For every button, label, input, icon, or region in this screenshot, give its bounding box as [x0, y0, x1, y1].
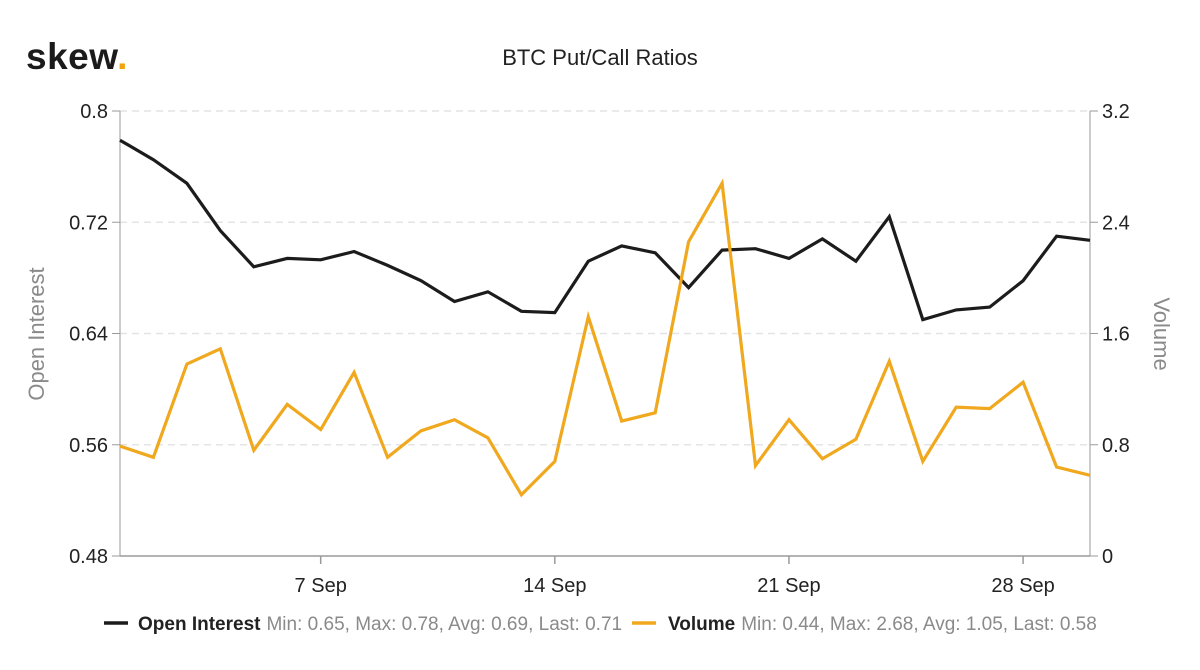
right-tick-label: 1.6 — [1102, 324, 1130, 346]
left-tick-label: 0.72 — [69, 212, 108, 234]
right-tick-label: 2.4 — [1102, 212, 1130, 234]
left-axis-ticks: 0.8 0.72 0.64 0.56 0.48 — [69, 101, 120, 568]
logo-dot: . — [117, 36, 128, 77]
x-axis-ticks: 7 Sep 14 Sep 21 Sep 28 Sep — [295, 556, 1055, 597]
left-axis-title: Open Interest — [24, 267, 49, 400]
right-tick-label: 3.2 — [1102, 101, 1130, 123]
skew-logo: skew. — [26, 36, 128, 78]
x-tick-label: 14 Sep — [523, 575, 586, 597]
legend-stats: Min: 0.44, Max: 2.68, Avg: 1.05, Last: 0… — [741, 614, 1097, 635]
open-interest-line — [119, 138, 1091, 322]
left-tick-label: 0.64 — [69, 324, 108, 346]
x-tick-label: 21 Sep — [757, 575, 820, 597]
right-tick-label: 0 — [1102, 546, 1113, 568]
volume-line — [119, 178, 1091, 498]
legend-stats: Min: 0.65, Max: 0.78, Avg: 0.69, Last: 0… — [266, 614, 622, 635]
right-axis-title: Volume — [1149, 297, 1174, 370]
logo-text: skew — [26, 36, 118, 77]
left-tick-label: 0.48 — [69, 546, 108, 568]
legend-name: Open Interest — [138, 614, 261, 635]
chart-title: BTC Put/Call Ratios — [502, 45, 698, 70]
grid-lines — [120, 110, 1090, 446]
x-tick-label: 28 Sep — [991, 575, 1054, 597]
legend-item-volume[interactable]: Volume Min: 0.44, Max: 2.68, Avg: 1.05, L… — [632, 614, 1097, 635]
legend-item-open-interest[interactable]: Open Interest Min: 0.65, Max: 0.78, Avg: … — [104, 614, 622, 635]
left-tick-label: 0.8 — [80, 101, 108, 123]
series-lines — [119, 138, 1091, 498]
legend[interactable]: Open Interest Min: 0.65, Max: 0.78, Avg: … — [104, 614, 1097, 635]
left-tick-label: 0.56 — [69, 435, 108, 457]
x-tick-label: 7 Sep — [295, 575, 347, 597]
right-axis-ticks: 3.2 2.4 1.6 0.8 0 — [1090, 101, 1130, 568]
right-tick-label: 0.8 — [1102, 435, 1130, 457]
legend-name: Volume — [668, 614, 735, 635]
